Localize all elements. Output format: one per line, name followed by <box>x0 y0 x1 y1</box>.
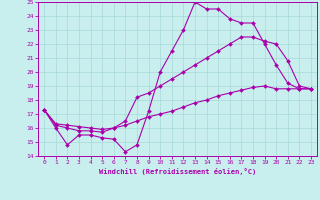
X-axis label: Windchill (Refroidissement éolien,°C): Windchill (Refroidissement éolien,°C) <box>99 168 256 175</box>
